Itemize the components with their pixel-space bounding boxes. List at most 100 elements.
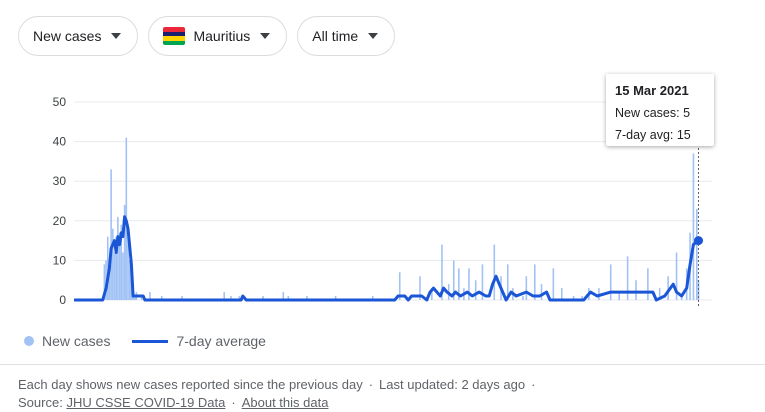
new-cases-bar bbox=[697, 280, 700, 300]
new-cases-bar bbox=[223, 292, 226, 300]
tooltip-date: 15 Mar 2021 bbox=[615, 83, 689, 98]
last-updated: Last updated: 2 days ago bbox=[379, 377, 526, 392]
new-cases-bar bbox=[113, 252, 116, 300]
new-cases-legend-dot-icon bbox=[24, 336, 34, 346]
new-cases-bar bbox=[103, 264, 106, 300]
separator-dot: · bbox=[531, 377, 536, 392]
new-cases-bar bbox=[230, 296, 232, 300]
new-cases-bar bbox=[572, 296, 575, 300]
new-cases-bar bbox=[181, 296, 183, 300]
new-cases-bar bbox=[334, 296, 337, 300]
range-label: All time bbox=[312, 28, 359, 44]
new-cases-bar bbox=[115, 236, 117, 300]
about-data-link[interactable]: About this data bbox=[241, 395, 329, 410]
new-cases-bar bbox=[441, 244, 443, 300]
metric-dropdown[interactable]: New cases bbox=[18, 16, 139, 56]
new-cases-bar bbox=[140, 296, 143, 300]
new-cases-bar bbox=[560, 288, 563, 300]
mauritius-flag-icon bbox=[163, 27, 186, 45]
new-cases-bar bbox=[658, 288, 661, 300]
new-cases-bar bbox=[120, 224, 123, 300]
new-cases-bar bbox=[128, 260, 131, 300]
seven-day-average-line bbox=[74, 215, 700, 302]
new-cases-bar bbox=[262, 296, 264, 300]
tooltip-new-cases: New cases: 5 bbox=[615, 106, 691, 120]
source-label: Source: bbox=[18, 395, 63, 410]
y-tick-label: 30 bbox=[53, 174, 67, 188]
new-cases-bar bbox=[581, 296, 583, 300]
new-cases-bar bbox=[522, 296, 524, 300]
new-cases-bar bbox=[525, 276, 528, 300]
flag-stripe-yellow bbox=[163, 36, 186, 41]
new-cases-bar bbox=[647, 268, 649, 300]
new-cases-bar bbox=[108, 268, 111, 300]
range-dropdown[interactable]: All time bbox=[297, 16, 396, 56]
new-cases-bar bbox=[306, 296, 308, 300]
new-cases-bar bbox=[533, 264, 536, 300]
new-cases-bar bbox=[552, 268, 555, 300]
new-cases-bar bbox=[452, 260, 455, 300]
y-tick-label: 50 bbox=[53, 95, 67, 109]
y-tick-label: 10 bbox=[53, 253, 67, 267]
y-tick-label: 20 bbox=[53, 214, 67, 228]
new-cases-bar bbox=[118, 232, 121, 300]
new-cases-bar bbox=[481, 264, 484, 300]
new-cases-bar bbox=[667, 276, 669, 300]
new-cases-bar bbox=[458, 268, 460, 300]
new-cases-bar bbox=[133, 296, 136, 300]
new-cases-bar bbox=[117, 216, 119, 300]
chevron-down-icon bbox=[260, 33, 271, 39]
average-line bbox=[74, 215, 700, 302]
divider bbox=[0, 364, 765, 365]
average-legend-line-icon bbox=[132, 339, 169, 343]
new-cases-bar bbox=[282, 292, 285, 300]
new-cases-bar bbox=[635, 280, 637, 300]
new-cases-bar bbox=[431, 288, 433, 300]
new-cases-bar bbox=[419, 276, 421, 300]
footer: Each day shows new cases reported since … bbox=[18, 376, 541, 412]
new-cases-bar bbox=[106, 236, 109, 300]
flag-stripe-blue bbox=[163, 31, 186, 36]
new-cases-bar bbox=[371, 296, 374, 300]
new-cases-bar bbox=[675, 252, 678, 300]
filter-bar: New cases Mauritius All time bbox=[18, 16, 396, 56]
chevron-down-icon bbox=[111, 33, 122, 39]
new-cases-bar bbox=[493, 244, 496, 300]
new-cases-bar bbox=[696, 208, 698, 300]
new-cases-bar bbox=[468, 268, 470, 300]
metric-label: New cases bbox=[33, 28, 102, 44]
footer-description: Each day shows new cases reported since … bbox=[18, 377, 363, 392]
legend-new-cases: New cases bbox=[42, 333, 111, 349]
flag-stripe-red bbox=[163, 27, 186, 32]
source-link[interactable]: JHU CSSE COVID-19 Data bbox=[66, 395, 226, 410]
new-cases-bar bbox=[609, 264, 612, 300]
tooltip-average: 7-day avg: 15 bbox=[615, 128, 691, 142]
legend-average: 7-day average bbox=[176, 333, 266, 349]
new-cases-bar bbox=[149, 292, 151, 300]
y-tick-label: 40 bbox=[53, 135, 67, 149]
separator-dot: · bbox=[231, 395, 236, 410]
new-cases-bar bbox=[692, 153, 695, 300]
new-cases-bar bbox=[618, 292, 620, 300]
country-dropdown[interactable]: Mauritius bbox=[148, 16, 288, 56]
new-cases-bar bbox=[238, 296, 241, 300]
new-cases-bar bbox=[112, 228, 114, 300]
new-cases-bar bbox=[160, 296, 163, 300]
new-cases-bar bbox=[398, 272, 401, 300]
new-cases-bar bbox=[474, 280, 477, 300]
new-cases-bar bbox=[540, 284, 543, 300]
new-cases-bar bbox=[127, 232, 129, 300]
new-cases-bar bbox=[110, 169, 112, 300]
chart-tooltip: 15 Mar 2021 New cases: 5 7-day avg: 15 bbox=[606, 74, 714, 146]
flag-stripe-green bbox=[163, 40, 186, 45]
y-axis-ticks: 0 10 20 30 40 50 bbox=[53, 95, 67, 307]
new-cases-bar bbox=[122, 252, 124, 300]
new-cases-bar bbox=[680, 296, 683, 300]
new-cases-bar bbox=[287, 296, 290, 300]
country-label: Mauritius bbox=[193, 28, 251, 44]
new-cases-bar bbox=[123, 204, 126, 300]
new-cases-bar bbox=[626, 256, 629, 300]
hover-point bbox=[693, 236, 703, 246]
new-cases-bars bbox=[103, 137, 700, 300]
y-tick-label: 0 bbox=[59, 293, 66, 307]
